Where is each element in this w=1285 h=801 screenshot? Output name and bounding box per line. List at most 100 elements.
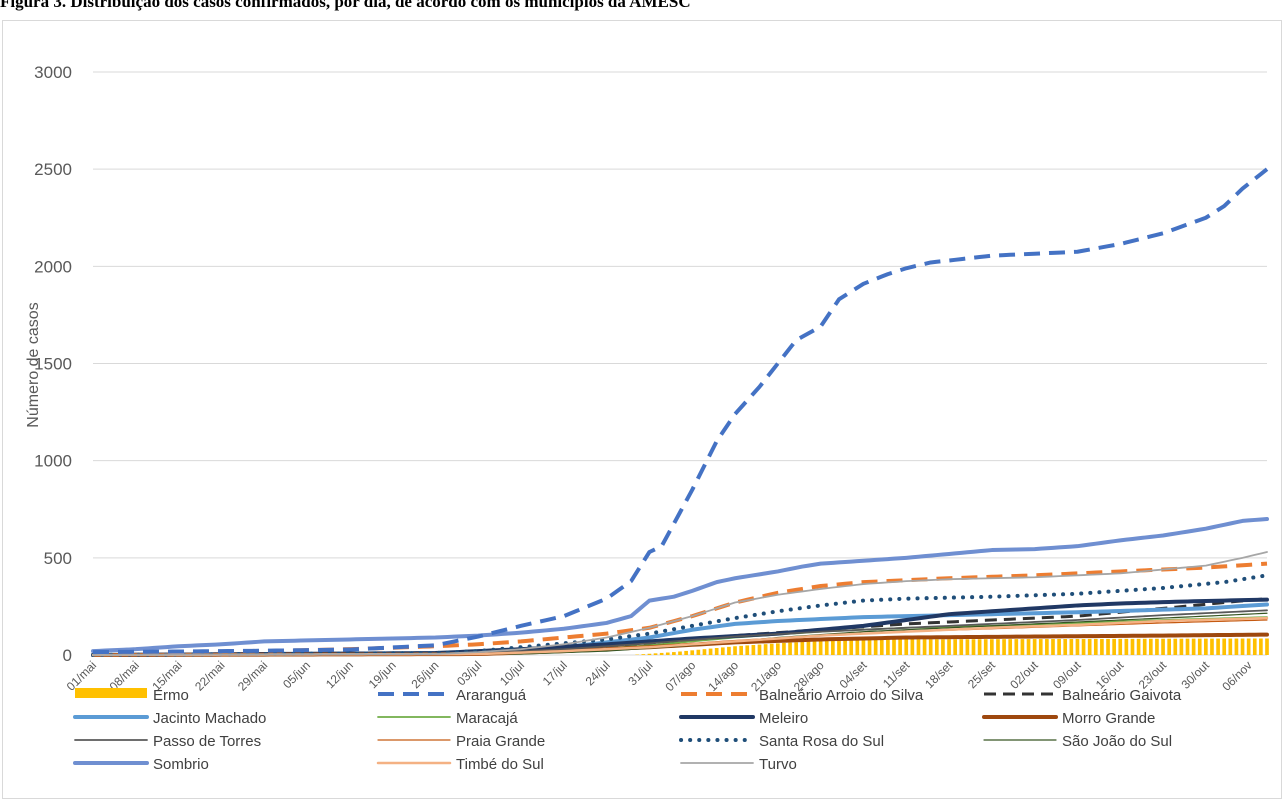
bar (1234, 638, 1239, 655)
x-tick-label: 19/jun (366, 658, 399, 691)
x-tick-label: 22/mai (192, 658, 227, 693)
y-tick-label: 500 (44, 549, 72, 568)
legend-item-balneario-gaivota: Balneário Gaivota (984, 687, 1182, 704)
bar (983, 639, 988, 655)
bar (1069, 638, 1074, 655)
legend-item-turvo: Turvo (680, 756, 797, 773)
bar (873, 639, 878, 655)
bar (1063, 638, 1068, 655)
bar (1142, 638, 1147, 655)
legend-item-jacinto-machado: Jacinto Machado (73, 710, 266, 727)
bar (1106, 638, 1110, 655)
bar (1148, 638, 1153, 655)
bar (1014, 639, 1019, 655)
bar (1246, 638, 1251, 655)
bar (678, 651, 682, 655)
bar (855, 639, 860, 655)
bar (934, 639, 939, 655)
bar (1216, 638, 1220, 655)
legend-label: Balneário Arroio do Silva (759, 687, 924, 704)
x-tick-label: 25/set (965, 658, 998, 691)
legend-label: Meleiro (759, 710, 808, 727)
legend: Ermo Araranguá Balneário Arroio do Silva Ba… (73, 687, 1182, 773)
x-tick-label: 30/out (1178, 658, 1212, 692)
x-tick-label: 05/jun (280, 658, 313, 691)
legend-item-morro-grande: Morro Grande (982, 710, 1155, 727)
bar (812, 641, 817, 655)
series-sombrio (91, 516, 1269, 654)
bar (727, 646, 731, 655)
bar (775, 643, 780, 655)
bar (1118, 638, 1123, 655)
bar (708, 648, 713, 655)
x-tick-label: 26/jun (409, 658, 442, 691)
bar (831, 640, 835, 655)
x-tick-label: 10/jul (497, 658, 527, 688)
bar (824, 640, 829, 655)
bar (800, 641, 805, 655)
bar (1265, 638, 1269, 655)
bar (990, 639, 994, 655)
bar (953, 639, 957, 655)
bar (1204, 638, 1208, 655)
bar (928, 639, 933, 655)
bar (941, 639, 945, 655)
bar (739, 645, 743, 655)
bar (1167, 638, 1172, 655)
bar (1124, 638, 1129, 655)
bar (849, 640, 854, 655)
bar (1191, 638, 1196, 655)
bar (1259, 638, 1263, 655)
bar (782, 642, 786, 655)
y-tick-label: 2500 (34, 160, 72, 179)
bar (996, 639, 1000, 655)
bar (1161, 638, 1165, 655)
y-axis-label: Número de casos (25, 302, 42, 427)
bar (861, 639, 866, 655)
bar (1002, 639, 1006, 655)
bar (1032, 639, 1037, 655)
legend-label: Araranguá (456, 687, 527, 704)
bar (971, 639, 976, 655)
legend-label: Turvo (759, 756, 797, 773)
bar (959, 639, 964, 655)
bar (653, 653, 658, 655)
x-tick-label: 12/jun (323, 658, 356, 691)
x-tick-label: 06/nov (1219, 658, 1254, 693)
bar (965, 639, 970, 655)
bar (788, 642, 792, 655)
x-tick-label: 24/jul (583, 658, 613, 688)
bar (1100, 638, 1104, 655)
bar (1222, 638, 1227, 655)
series-ararangua (92, 167, 1269, 655)
bar (904, 639, 909, 655)
bar (769, 643, 774, 655)
bar (751, 645, 756, 655)
chart-frame (2, 20, 1282, 799)
bar (947, 639, 951, 655)
x-tick-label: 17/jul (540, 658, 570, 688)
y-tick-label: 1000 (34, 452, 72, 471)
chart-title: Figura 3. Distribuição dos casos confirm… (0, 0, 691, 11)
legend-label: Maracajá (456, 710, 518, 727)
legend-item-santa-rosa-do-sul: Santa Rosa do Sul (679, 733, 884, 750)
bar (1081, 638, 1086, 655)
gridlines (93, 71, 1267, 656)
bar (1026, 639, 1031, 655)
legend-label: Praia Grande (456, 733, 545, 750)
bar (659, 652, 664, 655)
series-turvo (92, 551, 1268, 656)
bar (684, 650, 688, 655)
bar (1228, 638, 1233, 655)
legend-item-ararangua: Araranguá (378, 687, 527, 704)
bar (1130, 638, 1135, 655)
legend-label: Jacinto Machado (153, 710, 266, 727)
bar (1179, 638, 1184, 655)
bar (763, 644, 768, 655)
bar (1210, 638, 1214, 655)
bar (922, 639, 927, 655)
bar (806, 641, 811, 655)
bar (892, 639, 896, 655)
series-santa-rosa-do-sul (91, 573, 1269, 657)
